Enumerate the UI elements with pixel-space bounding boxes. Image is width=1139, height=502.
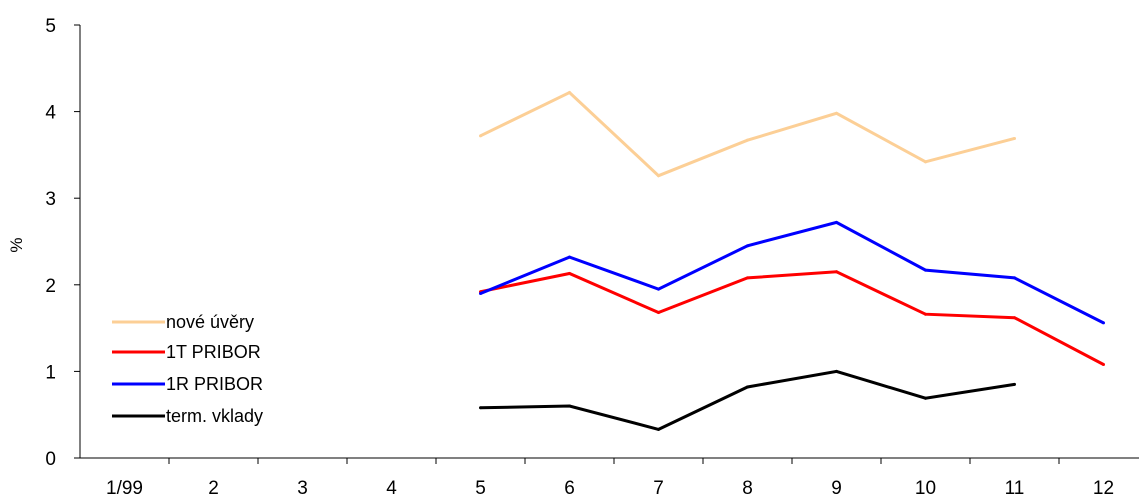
data-point-term-vklady (1013, 382, 1016, 386)
data-point-1t-pribor (924, 312, 927, 316)
x-tick-label: 10 (915, 478, 936, 499)
data-point-1t-pribor (568, 272, 571, 276)
data-point-nove-uvery (746, 138, 749, 142)
data-point-term-vklady (835, 369, 838, 373)
legend-label: term. vklady (166, 406, 263, 426)
data-point-1r-pribor (479, 291, 482, 295)
data-point-1t-pribor (835, 270, 838, 274)
x-tick-label: 7 (653, 478, 664, 499)
x-tick-label: 2 (208, 478, 219, 499)
y-tick-label: 1 (45, 362, 56, 383)
y-tick-label: 4 (45, 103, 56, 124)
y-tick-label: 5 (45, 16, 56, 37)
x-tick-label: 5 (475, 478, 486, 499)
x-tick-label: 12 (1093, 478, 1114, 499)
data-point-term-vklady (746, 385, 749, 389)
x-tick-label: 3 (297, 478, 308, 499)
data-point-1r-pribor (568, 255, 571, 259)
y-tick-label: 2 (45, 276, 56, 297)
series-layer (479, 90, 1105, 431)
legend-label: 1T PRIBOR (166, 342, 261, 362)
legend-label: 1R PRIBOR (166, 374, 263, 394)
data-point-1r-pribor (746, 244, 749, 248)
data-point-1r-pribor (924, 268, 927, 272)
x-tick-label: 4 (386, 478, 397, 499)
data-point-1t-pribor (1102, 362, 1105, 366)
y-tick-label: 0 (45, 449, 56, 470)
data-point-1t-pribor (746, 276, 749, 280)
series-line-1t-pribor (480, 270, 1105, 366)
legend: nové úvěry 1T PRIBOR 1R PRIBOR term. vklady (112, 312, 263, 426)
data-point-1t-pribor (1013, 316, 1016, 320)
data-point-1t-pribor (657, 311, 660, 315)
data-point-nove-uvery (657, 174, 660, 178)
data-point-term-vklady (479, 406, 482, 410)
data-point-1r-pribor (657, 287, 660, 291)
y-tick-label: 3 (45, 189, 56, 210)
series-line-1r-pribor (479, 220, 1105, 325)
x-tick-label: 9 (831, 478, 842, 499)
legend-label: nové úvěry (166, 312, 254, 332)
data-point-nove-uvery (1013, 136, 1016, 140)
data-point-1r-pribor (1102, 321, 1105, 325)
data-point-1r-pribor (1013, 276, 1016, 280)
data-point-1r-pribor (835, 220, 838, 224)
x-tick-label: 1/99 (106, 478, 143, 499)
series-line-term-vklady (480, 369, 1015, 431)
data-point-nove-uvery (568, 91, 571, 95)
data-point-term-vklady (568, 404, 571, 408)
data-point-term-vklady (924, 396, 927, 400)
data-point-nove-uvery (479, 134, 482, 138)
data-point-term-vklady (657, 427, 660, 431)
data-point-nove-uvery (924, 160, 927, 164)
data-point-nove-uvery (835, 111, 838, 115)
x-tick-label: 6 (564, 478, 575, 499)
x-tick-label: 11 (1005, 478, 1025, 499)
series-line-nove-uvery (479, 90, 1015, 178)
x-tick-label: 8 (742, 478, 753, 499)
y-axis-title: % (7, 237, 26, 252)
